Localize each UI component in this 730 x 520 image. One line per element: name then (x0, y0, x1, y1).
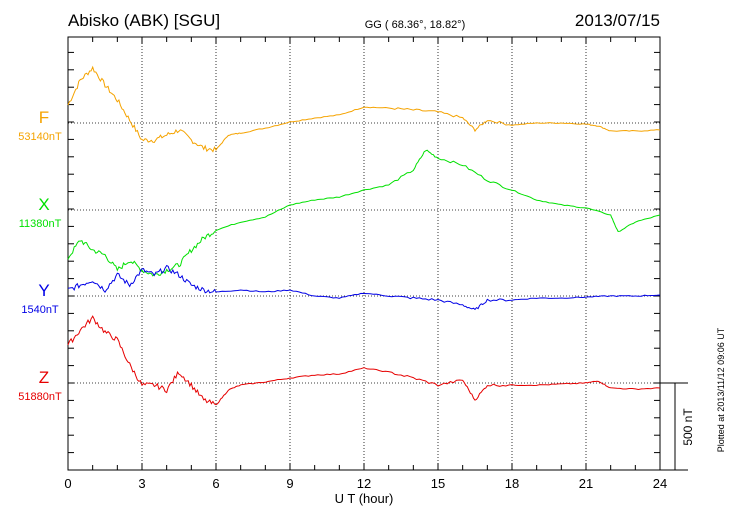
x-tick-label: 15 (431, 476, 445, 491)
x-tick-label: 6 (212, 476, 219, 491)
plotted-timestamp: Plotted at 2013/11/12 09:06 UT (716, 327, 726, 452)
x-tick-label: 24 (653, 476, 667, 491)
x-tick-label: 3 (138, 476, 145, 491)
series-line-x (67, 149, 661, 277)
component-label-x: X (38, 195, 49, 214)
series-lines (67, 65, 661, 406)
date-label: 2013/07/15 (575, 11, 660, 30)
x-tick-label: 9 (286, 476, 293, 491)
baseline-value-f: 53140nT (18, 131, 62, 143)
component-label-f: F (39, 108, 49, 127)
scale-bar: 500 nT (660, 382, 695, 471)
series-line-f (67, 65, 661, 153)
x-tick-label: 18 (505, 476, 519, 491)
series-line-y (67, 264, 661, 311)
geographic-coords: GG ( 68.36°, 18.82°) (365, 19, 466, 31)
grid (67, 36, 661, 471)
baseline-value-y: 1540nT (21, 304, 59, 316)
baseline-value-x: 11380nT (19, 218, 62, 230)
x-tick-label: 21 (579, 476, 593, 491)
series-line-z (67, 315, 661, 406)
component-labels: F 53140nT X 11380nT Y 1540nT Z 51880nT (18, 108, 62, 403)
component-label-z: Z (39, 368, 49, 387)
x-tick-label: 0 (64, 476, 71, 491)
baseline-value-z: 51880nT (18, 391, 62, 403)
x-tick-labels: 0 3 6 9 12 15 18 21 24 (64, 476, 667, 491)
x-axis-label: U T (hour) (335, 491, 394, 506)
x-tick-label: 12 (357, 476, 371, 491)
station-title: Abisko (ABK) [SGU] (68, 11, 220, 30)
scale-label: 500 nT (681, 408, 695, 446)
component-label-y: Y (38, 281, 49, 300)
